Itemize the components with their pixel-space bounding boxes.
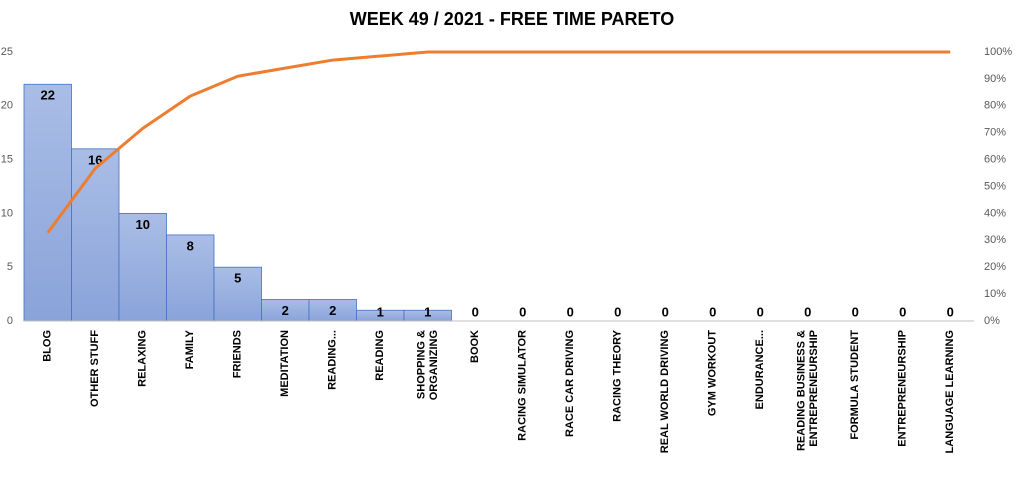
value-label: 8 (187, 238, 194, 253)
value-label: 0 (947, 304, 954, 319)
y-tick-label: 15 (1, 154, 13, 166)
y2-tick-label: 90% (984, 73, 1006, 85)
y2-tick-label: 30% (984, 234, 1006, 246)
x-tick-label: BOOK (469, 330, 481, 363)
y-tick-label: 10 (1, 207, 13, 219)
x-tick-label: RACE CAR DRIVING (564, 330, 576, 437)
x-tick-label: ENTREPRENEURSHIP (897, 330, 909, 447)
value-label: 0 (852, 304, 859, 319)
bar (23, 83, 72, 322)
x-tick-label: REAL WORLD DRIVING (659, 330, 671, 453)
bar (71, 148, 120, 322)
y2-tick-label: 50% (984, 180, 1006, 192)
x-tick-label: ENDURANCE... (754, 330, 766, 409)
x-tick-label: RACING THEORY (612, 329, 624, 422)
y2-tick-label: 100% (984, 46, 1012, 58)
x-tick-label: FORMULA STUDENT (849, 330, 861, 440)
y2-tick-label: 70% (984, 127, 1006, 139)
value-label: 2 (329, 303, 336, 318)
x-tick-label: LANGUAGE LEARNING (944, 330, 956, 453)
y-tick-label: 5 (7, 261, 13, 273)
value-label: 0 (662, 304, 669, 319)
value-label: 0 (757, 304, 764, 319)
y2-tick-label: 80% (984, 100, 1006, 112)
value-label: 0 (614, 304, 621, 319)
value-label: 2 (282, 303, 289, 318)
value-label: 0 (519, 304, 526, 319)
chart-title: WEEK 49 / 2021 - FREE TIME PARETO (350, 9, 674, 29)
cumulative-line (46, 50, 951, 234)
value-label: 1 (377, 304, 384, 319)
value-label: 0 (472, 304, 479, 319)
x-tick-label: FRIENDS (232, 330, 244, 378)
value-label: 1 (424, 304, 431, 319)
y2-tick-label: 10% (984, 288, 1006, 300)
y-tick-label: 0 (7, 315, 13, 327)
x-tick-label: SHOPPING &ORGANIZING (416, 330, 440, 400)
bar (213, 266, 262, 322)
y2-tick-label: 40% (984, 207, 1006, 219)
x-tick-label: BLOG (42, 330, 54, 362)
x-tick-label: READING BUSINESS &ENTREPRENEURSHIP (796, 330, 820, 451)
x-tick-label: RACING SIMULATOR (517, 330, 529, 441)
value-label: 5 (234, 271, 241, 286)
value-label: 22 (41, 88, 55, 103)
value-label: 0 (899, 304, 906, 319)
x-tick-label: MEDITATION (279, 330, 291, 397)
value-label: 0 (804, 304, 811, 319)
value-label: 0 (709, 304, 716, 319)
x-tick-label: FAMILY (184, 329, 196, 369)
x-tick-label: OTHER STUFF (89, 330, 101, 407)
y2-tick-label: 0% (984, 315, 1000, 327)
y-tick-label: 25 (1, 46, 13, 58)
y2-tick-label: 60% (984, 154, 1006, 166)
x-tick-label: READING (374, 330, 386, 381)
y-tick-label: 20 (1, 100, 13, 112)
x-tick-label: RELAXING (137, 330, 149, 387)
value-label: 10 (136, 217, 150, 232)
x-tick-label: READING... (327, 330, 339, 390)
y2-tick-label: 20% (984, 261, 1006, 273)
x-tick-label: GYM WORKOUT (707, 330, 719, 416)
value-label: 0 (567, 304, 574, 319)
